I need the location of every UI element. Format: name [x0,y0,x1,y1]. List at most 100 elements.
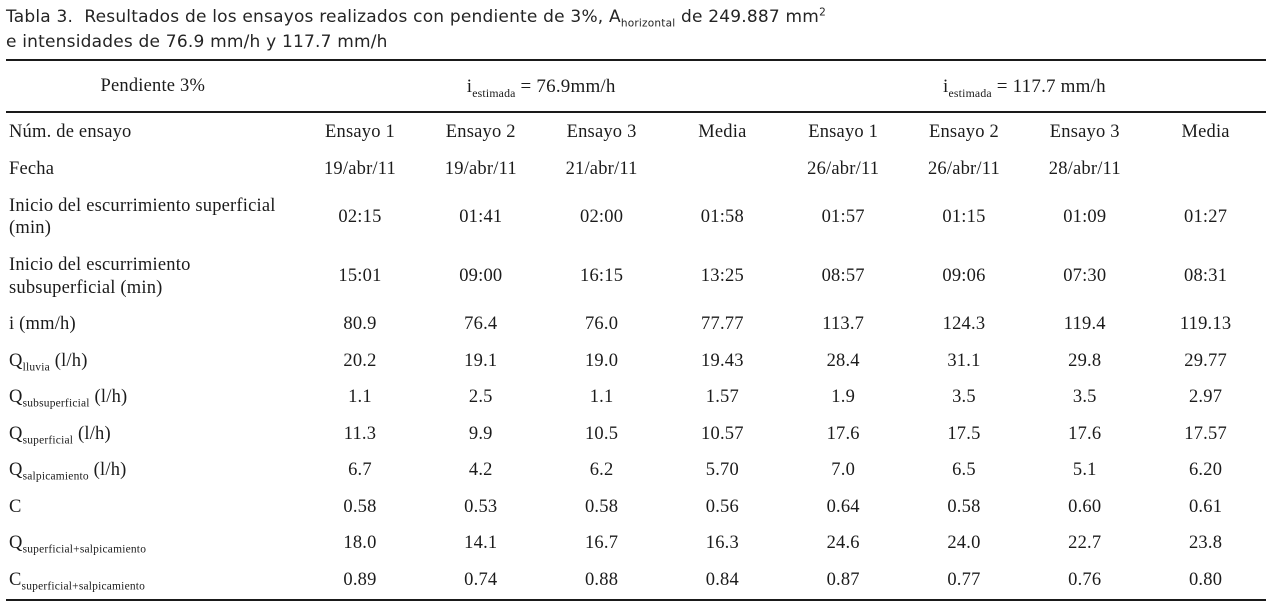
table-cell: 0.56 [705,496,739,517]
table-cell: 24.6 [826,533,860,554]
table-cell: 19/abr/11 [323,159,396,180]
table-cell: 1.57 [705,387,739,408]
row-label-subscript: superficial [22,434,74,447]
caption-line-1: Tabla 3. Resultados de los ensayos reali… [6,5,1264,30]
column-header-ensayo1-g1: Ensayo 1 [325,122,395,142]
table-cell: 01:27 [1184,207,1228,228]
table-row: Fecha 19/abr/11 19/abr/11 21/abr/11 26/abr/1… [6,151,1266,188]
row-label: Inicio del escurrimiento superficial (mi… [6,188,300,247]
table-cell: 124.3 [942,314,986,335]
table-cell: 23.8 [1188,533,1223,554]
table-cell: 26/abr/11 [927,159,1000,180]
table-cell: 01:58 [700,207,744,228]
table-cell: 0.89 [299,562,421,601]
column-header-media-g1: Media [698,122,747,142]
row-label-subscript: salpicamiento [22,471,89,484]
i-estimada-value-2: = 117.7 mm/h [991,75,1106,97]
table-cell [1145,151,1266,188]
row-label-main: Q [9,460,23,481]
table-cell: 31.1 [947,350,981,371]
row-label-main: Inicio del escurrimiento subsuperficial … [9,254,191,298]
table-cell: 6.7 [348,460,372,481]
column-header-ensayo1-g2: Ensayo 1 [808,122,879,142]
table-cell: 28/abr/11 [1048,159,1121,180]
table-cell: 09:00 [459,266,503,287]
i-estimada-symbol: i [942,75,949,97]
table-cell: 0.88 [541,562,662,601]
table-cell: 07:30 [1063,266,1107,287]
table-cell: 10.5 [584,423,619,444]
caption-line-2: e intensidades de 76.9 mm/h y 117.7 mm/h [6,31,388,52]
row-label-unit: (l/h) [88,460,127,481]
table-row: Inicio del escurrimiento superficial (mi… [6,188,1266,247]
row-label-main: C [9,570,22,591]
table-cell: 119.4 [1063,314,1106,335]
row-label-main: Q [9,387,23,408]
table-cell: 3.5 [1072,387,1097,408]
row-label-unit: (l/h) [49,350,88,371]
table-cell: 4.2 [468,460,493,481]
row-label-main: Q [9,423,23,444]
table-cell: 14.1 [464,533,498,554]
table-row: Qsubsuperficial (l/h) 1.1 2.5 1.1 1.57 1.9 3.5… [6,379,1266,416]
table-cell: 3.5 [952,387,976,408]
table-cell: 17.5 [947,423,981,444]
table-cell: 08:57 [821,266,865,287]
table-caption: Tabla 3. Resultados de los ensayos reali… [6,5,1264,54]
table-cell: 0.64 [826,496,860,517]
table-cell: 113.7 [822,314,865,335]
table-cell: 16.7 [584,533,619,554]
i-estimada-subscript: estimada [948,86,992,100]
row-label-main: Q [9,350,23,371]
table-cell: 16:15 [580,266,624,287]
table-cell: 7.0 [831,460,856,481]
caption-subscript-horizontal: horizontal [620,17,676,30]
table-cell: 6.5 [952,460,976,481]
table-cell: 10.57 [701,423,744,444]
row-label: Qsalpicamiento (l/h) [6,452,300,489]
table-cell [662,151,783,188]
row-label-main: Inicio del escurrimiento superficial (mi… [9,195,276,239]
table-cell: 29.77 [1184,350,1227,371]
row-label: Fecha [6,151,300,188]
caption-superscript-squared: 2 [819,6,826,19]
group-header-intensity-1: iestimada = 76.9mm/h [299,59,783,114]
table-row: i (mm/h) 80.9 76.4 76.0 77.77 113.7 124.3 119.4… [6,306,1266,343]
table-cell: 0.61 [1188,496,1223,517]
table-row: Inicio del escurrimiento subsuperficial … [6,247,1266,306]
table-cell: 01:41 [459,207,503,228]
table-cell: 13:25 [700,266,744,287]
table-cell: 1.1 [589,387,614,408]
table-cell: 17.6 [1068,423,1102,444]
table-cell: 77.77 [701,314,744,335]
table-cell: 15:01 [338,266,382,287]
row-label: Qlluvia (l/h) [6,343,300,380]
table-cell: 76.0 [584,314,619,335]
table-cell: 19/abr/11 [444,159,517,180]
results-table: Pendiente 3% iestimada = 76.9mm/h iestim… [6,59,1266,601]
table-cell: 17.57 [1184,423,1227,444]
i-estimada-value-1: = 76.9mm/h [515,75,616,97]
table-row: Qsalpicamiento (l/h) 6.7 4.2 6.2 5.70 7.0 6.5 5… [6,452,1266,489]
i-estimada-subscript: estimada [472,86,516,100]
group-header-row: Pendiente 3% iestimada = 76.9mm/h iestim… [6,59,1266,114]
table-cell: 1.9 [831,387,856,408]
column-header-ensayo2-g1: Ensayo 2 [445,122,516,142]
table-cell: 76.4 [464,314,498,335]
table-cell: 01:15 [942,207,986,228]
table-cell: 0.87 [782,562,904,601]
table-cell: 0.74 [420,562,542,601]
table-cell: 0.77 [903,562,1025,601]
table-cell: 09:06 [942,266,986,287]
table-row: Qlluvia (l/h) 20.2 19.1 19.0 19.43 28.4 31.1 29… [6,343,1266,380]
caption-text-area: de 249.887 mm [675,7,820,27]
row-label: i (mm/h) [6,306,300,343]
table-cell: 2.5 [468,387,493,408]
table-cell: 20.2 [343,350,377,371]
group-header-intensity-2: iestimada = 117.7 mm/h [782,59,1266,114]
table-cell: 0.84 [661,562,783,601]
row-label-main: i (mm/h) [9,314,76,335]
table-cell: 02:00 [580,207,624,228]
table-cell: 16.3 [705,533,739,554]
